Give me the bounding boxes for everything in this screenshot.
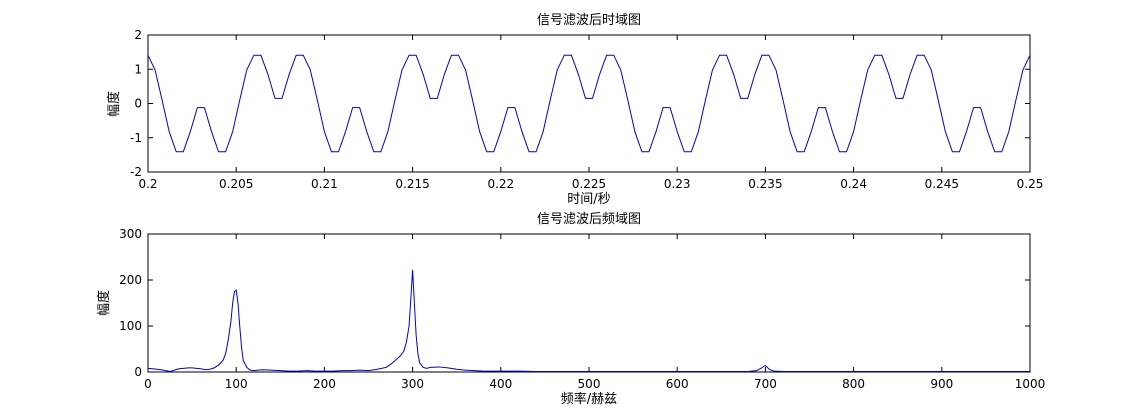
time-domain-ticks xyxy=(147,34,1031,173)
frequency-domain-ytick-label: 300 xyxy=(119,227,142,241)
frequency-domain-ytick-label: 0 xyxy=(134,365,142,379)
frequency-domain-xtick-label: 200 xyxy=(313,377,336,391)
time-domain-ytick-label: -2 xyxy=(130,165,142,179)
time-domain-xtick-label: 0.225 xyxy=(572,177,606,191)
frequency-domain-tick-labels: 0 100 200 300 400 500 600 700 800 900 1000 0 100 200 3… xyxy=(119,227,1045,391)
frequency-domain-ylabel: 幅度 xyxy=(96,290,112,316)
time-domain-xtick-label: 0.24 xyxy=(840,177,867,191)
time-domain-xtick-label: 0.235 xyxy=(748,177,782,191)
frequency-domain-xtick-label: 700 xyxy=(754,377,777,391)
frequency-domain-xtick-label: 800 xyxy=(842,377,865,391)
frequency-domain-axes-box xyxy=(147,233,1031,373)
frequency-domain-xtick-label: 900 xyxy=(930,377,953,391)
frequency-domain-xlabel: 频率/赫兹 xyxy=(561,391,617,407)
time-domain-xtick-label: 0.245 xyxy=(925,177,959,191)
frequency-domain-series-line xyxy=(147,269,1030,373)
time-domain-title: 信号滤波后时域图 xyxy=(537,13,641,28)
time-domain-xlabel: 时间/秒 xyxy=(567,192,610,207)
time-domain-tick-labels: 0.2 0.205 0.21 0.215 0.22 0.225 0.23 0.235 0.24 0… xyxy=(130,28,1043,191)
frequency-domain-xtick-label: 100 xyxy=(225,377,248,391)
frequency-domain-plot: 0 100 200 300 400 500 600 700 800 900 1000 0 100 200 3… xyxy=(96,212,1045,407)
time-domain-xtick-label: 0.21 xyxy=(311,177,338,191)
frequency-domain-ytick-label: 200 xyxy=(119,273,142,287)
time-domain-plot: 0.2 0.205 0.21 0.215 0.22 0.225 0.23 0.235 0.24 0… xyxy=(106,13,1043,207)
time-domain-xtick-label: 0.2 xyxy=(138,177,157,191)
time-domain-axes-box xyxy=(147,34,1031,173)
frequency-domain-xtick-label: 1000 xyxy=(1015,377,1046,391)
frequency-domain-xtick-label: 500 xyxy=(578,377,601,391)
time-domain-ylabel: 幅度 xyxy=(106,91,122,117)
frequency-domain-ytick-label: 100 xyxy=(119,319,142,333)
time-domain-ytick-label: 1 xyxy=(134,62,142,76)
time-domain-ytick-label: 2 xyxy=(134,28,142,42)
frequency-domain-xtick-label: 400 xyxy=(489,377,512,391)
time-domain-ytick-label: 0 xyxy=(134,97,142,111)
time-domain-ytick-label: -1 xyxy=(130,131,142,145)
frequency-domain-xtick-label: 600 xyxy=(666,377,689,391)
time-domain-xtick-label: 0.23 xyxy=(664,177,691,191)
time-domain-xtick-label: 0.22 xyxy=(487,177,514,191)
time-domain-series-line xyxy=(147,54,1031,153)
time-domain-xtick-label: 0.215 xyxy=(395,177,429,191)
frequency-domain-xtick-label: 0 xyxy=(144,377,152,391)
frequency-domain-title: 信号滤波后频域图 xyxy=(537,212,641,227)
frequency-domain-xtick-label: 300 xyxy=(401,377,424,391)
time-domain-xtick-label: 0.25 xyxy=(1017,177,1044,191)
time-domain-xtick-label: 0.205 xyxy=(219,177,253,191)
